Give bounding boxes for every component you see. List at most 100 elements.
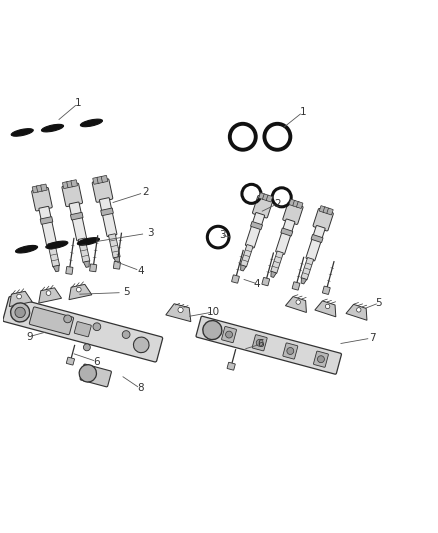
Text: 2: 2 bbox=[274, 199, 281, 209]
Circle shape bbox=[77, 287, 81, 292]
FancyBboxPatch shape bbox=[271, 251, 283, 273]
Text: 1: 1 bbox=[300, 107, 307, 117]
Circle shape bbox=[64, 315, 71, 323]
FancyBboxPatch shape bbox=[314, 351, 328, 367]
Circle shape bbox=[17, 294, 21, 299]
Text: 5: 5 bbox=[123, 287, 129, 297]
FancyBboxPatch shape bbox=[48, 243, 60, 267]
FancyBboxPatch shape bbox=[232, 275, 240, 283]
Polygon shape bbox=[286, 296, 307, 312]
FancyBboxPatch shape bbox=[281, 228, 293, 236]
Ellipse shape bbox=[42, 124, 64, 132]
Circle shape bbox=[79, 365, 96, 382]
Text: 10: 10 bbox=[207, 307, 220, 317]
FancyBboxPatch shape bbox=[62, 183, 82, 207]
Circle shape bbox=[357, 308, 361, 312]
FancyBboxPatch shape bbox=[63, 182, 69, 189]
FancyBboxPatch shape bbox=[71, 212, 83, 220]
FancyBboxPatch shape bbox=[32, 188, 52, 211]
Circle shape bbox=[46, 290, 51, 295]
Circle shape bbox=[203, 320, 222, 340]
Polygon shape bbox=[53, 265, 59, 272]
FancyBboxPatch shape bbox=[71, 180, 78, 187]
Text: 8: 8 bbox=[137, 383, 144, 393]
FancyBboxPatch shape bbox=[306, 225, 325, 261]
FancyBboxPatch shape bbox=[292, 282, 300, 290]
FancyBboxPatch shape bbox=[283, 202, 303, 224]
Circle shape bbox=[325, 304, 330, 309]
Circle shape bbox=[178, 308, 183, 312]
FancyBboxPatch shape bbox=[32, 186, 39, 193]
FancyBboxPatch shape bbox=[41, 184, 47, 191]
Polygon shape bbox=[240, 265, 246, 271]
FancyBboxPatch shape bbox=[266, 195, 272, 202]
FancyBboxPatch shape bbox=[97, 176, 103, 183]
FancyBboxPatch shape bbox=[101, 208, 113, 216]
FancyBboxPatch shape bbox=[262, 194, 269, 201]
Circle shape bbox=[226, 331, 233, 338]
FancyBboxPatch shape bbox=[240, 245, 253, 267]
FancyBboxPatch shape bbox=[113, 261, 120, 269]
Text: 3: 3 bbox=[219, 230, 226, 240]
Circle shape bbox=[93, 323, 101, 330]
Polygon shape bbox=[301, 278, 307, 284]
FancyBboxPatch shape bbox=[74, 321, 91, 337]
Polygon shape bbox=[271, 271, 276, 278]
Text: 4: 4 bbox=[137, 266, 144, 276]
FancyBboxPatch shape bbox=[69, 202, 87, 241]
Polygon shape bbox=[83, 261, 89, 268]
Circle shape bbox=[15, 307, 25, 318]
Polygon shape bbox=[166, 304, 191, 321]
Polygon shape bbox=[346, 304, 367, 320]
FancyBboxPatch shape bbox=[40, 217, 53, 224]
Ellipse shape bbox=[46, 241, 68, 249]
Text: 1: 1 bbox=[75, 98, 82, 108]
FancyBboxPatch shape bbox=[327, 208, 333, 215]
FancyBboxPatch shape bbox=[297, 201, 303, 208]
Polygon shape bbox=[39, 288, 62, 303]
FancyBboxPatch shape bbox=[245, 213, 265, 248]
FancyBboxPatch shape bbox=[301, 257, 314, 280]
Circle shape bbox=[296, 300, 300, 304]
Polygon shape bbox=[9, 291, 32, 306]
FancyBboxPatch shape bbox=[293, 200, 299, 207]
FancyBboxPatch shape bbox=[222, 327, 237, 343]
Circle shape bbox=[318, 356, 325, 362]
FancyBboxPatch shape bbox=[80, 364, 111, 387]
Text: 3: 3 bbox=[147, 228, 154, 238]
FancyBboxPatch shape bbox=[276, 219, 295, 254]
Text: 4: 4 bbox=[254, 279, 260, 289]
FancyBboxPatch shape bbox=[319, 206, 325, 213]
FancyBboxPatch shape bbox=[3, 296, 162, 362]
Circle shape bbox=[134, 337, 149, 353]
FancyBboxPatch shape bbox=[78, 238, 90, 263]
FancyBboxPatch shape bbox=[101, 175, 108, 182]
Circle shape bbox=[83, 344, 90, 351]
FancyBboxPatch shape bbox=[66, 266, 73, 274]
FancyBboxPatch shape bbox=[196, 316, 342, 374]
Text: 5: 5 bbox=[375, 298, 381, 308]
FancyBboxPatch shape bbox=[252, 335, 267, 351]
Polygon shape bbox=[69, 284, 92, 300]
FancyBboxPatch shape bbox=[322, 286, 330, 294]
FancyBboxPatch shape bbox=[39, 206, 57, 245]
FancyBboxPatch shape bbox=[29, 307, 74, 335]
Circle shape bbox=[11, 303, 30, 322]
FancyBboxPatch shape bbox=[36, 185, 43, 192]
Ellipse shape bbox=[78, 238, 99, 245]
Polygon shape bbox=[114, 256, 120, 263]
FancyBboxPatch shape bbox=[251, 222, 262, 230]
FancyBboxPatch shape bbox=[90, 264, 97, 272]
Circle shape bbox=[287, 348, 294, 354]
FancyBboxPatch shape bbox=[262, 278, 270, 286]
FancyBboxPatch shape bbox=[227, 362, 235, 370]
Polygon shape bbox=[315, 301, 336, 317]
Ellipse shape bbox=[81, 119, 102, 127]
Ellipse shape bbox=[15, 245, 38, 253]
FancyBboxPatch shape bbox=[67, 181, 73, 188]
FancyBboxPatch shape bbox=[109, 234, 120, 259]
FancyBboxPatch shape bbox=[92, 179, 113, 203]
FancyBboxPatch shape bbox=[93, 177, 99, 184]
FancyBboxPatch shape bbox=[313, 208, 333, 231]
Text: 9: 9 bbox=[26, 332, 33, 342]
